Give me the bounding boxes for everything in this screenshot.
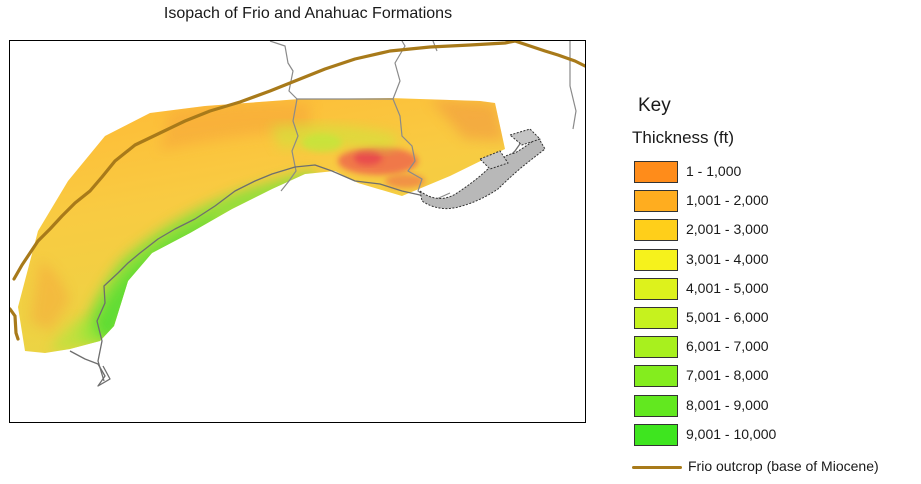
legend-item-label: 1,001 - 2,000 bbox=[686, 192, 769, 209]
frio-outcrop-line bbox=[12, 41, 585, 281]
legend-swatch bbox=[634, 161, 678, 183]
legend-swatch bbox=[634, 336, 678, 359]
legend-swatch bbox=[634, 394, 678, 417]
legend-item-label: 8,001 - 9,000 bbox=[686, 396, 769, 413]
outcrop-label: Frio outcrop (base of Miocene) bbox=[688, 458, 879, 474]
legend-outcrop: Frio outcrop (base of Miocene) bbox=[632, 457, 917, 477]
legend-item-label: 3,001 - 4,000 bbox=[686, 250, 769, 267]
legend-item-label: 5,001 - 6,000 bbox=[686, 308, 769, 325]
legend-swatch bbox=[634, 219, 678, 242]
legend-item-label: 4,001 - 5,000 bbox=[686, 279, 769, 296]
legend-subtitle: Thickness (ft) bbox=[632, 128, 735, 147]
legend-swatch bbox=[634, 423, 678, 446]
legend-item-label: 9,001 - 10,000 bbox=[686, 425, 777, 442]
map-title: Isopach of Frio and Anahuac Formations bbox=[163, 5, 453, 22]
legend-item-label: 1 - 1,000 bbox=[686, 163, 742, 179]
legend-swatch bbox=[634, 248, 678, 271]
legend-swatch bbox=[634, 277, 678, 300]
isopach-map-canvas bbox=[10, 41, 585, 387]
legend-key-label: Key bbox=[638, 95, 671, 116]
legend-item-label: 6,001 - 7,000 bbox=[686, 338, 769, 355]
legend-swatch bbox=[634, 190, 678, 213]
isopach-map[interactable] bbox=[9, 40, 586, 423]
outcrop-line-swatch bbox=[632, 466, 682, 469]
legend-swatch bbox=[634, 306, 678, 329]
legend-item-label: 2,001 - 3,000 bbox=[686, 221, 769, 238]
legend-item-label: 7,001 - 8,000 bbox=[686, 367, 769, 384]
mississippi-delta bbox=[419, 128, 546, 210]
legend-swatch bbox=[634, 365, 678, 388]
